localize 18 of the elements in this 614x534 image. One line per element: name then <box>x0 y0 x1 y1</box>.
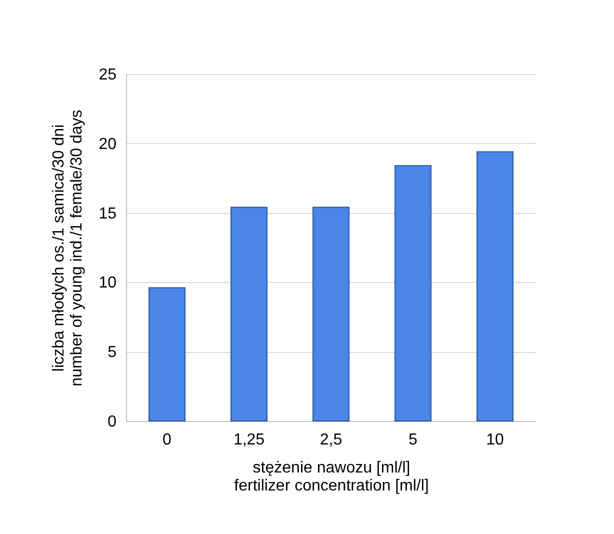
y-tick-label: 0 <box>108 414 117 430</box>
bar <box>394 165 432 422</box>
bar <box>148 287 186 422</box>
y-tick-label: 10 <box>98 274 117 292</box>
x-tick-label: 0 <box>162 432 172 448</box>
y-tick-label: 15 <box>98 205 117 222</box>
x-tick-label: 5 <box>408 432 418 448</box>
bar <box>476 151 514 422</box>
y-tick-label: 25 <box>98 66 117 84</box>
x-tick-label: 10 <box>486 432 504 448</box>
y-tick-label: 5 <box>108 344 117 362</box>
bar <box>230 206 268 422</box>
y-tick-label: 20 <box>98 136 117 153</box>
y-axis-title: liczba młodych os./1 samica/30 dni number of young ind./1 female/30 days <box>50 110 86 386</box>
x-tick-label: 1,25 <box>233 432 265 448</box>
x-axis-title: stężenie nawozu [ml/l] fertilizer concentration [ml/l] <box>234 460 429 494</box>
bar <box>312 206 350 422</box>
x-tick-label: 2,5 <box>320 432 342 448</box>
